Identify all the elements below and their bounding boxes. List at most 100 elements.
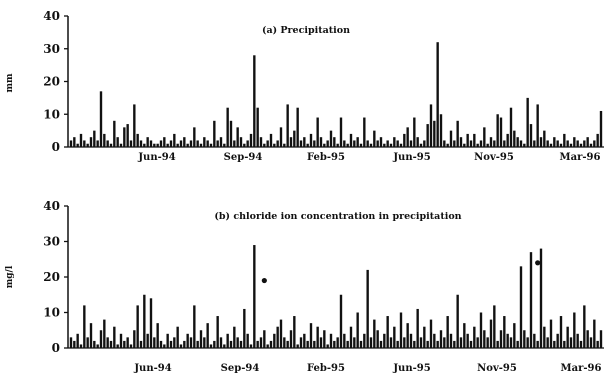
bar: [583, 305, 586, 348]
bar: [283, 143, 286, 147]
bar: [503, 316, 506, 348]
bar: [536, 104, 539, 147]
bar: [596, 133, 599, 147]
bar: [189, 337, 193, 348]
bar: [303, 137, 306, 147]
bar: [569, 143, 573, 147]
bar: [559, 316, 563, 348]
bar: [413, 117, 416, 147]
bar: [163, 137, 166, 147]
bar: [513, 130, 516, 148]
bar: [506, 333, 509, 348]
bar: [319, 337, 323, 348]
bar: [159, 340, 163, 348]
bar: [203, 337, 206, 348]
bar: [196, 140, 199, 147]
bar: [593, 140, 596, 147]
bar: [293, 316, 296, 348]
bar: [349, 326, 353, 348]
bar: [449, 130, 453, 148]
bar: [149, 140, 153, 147]
bar: [73, 137, 76, 147]
bar: [96, 140, 99, 147]
bar: [343, 140, 346, 147]
bar: [403, 133, 406, 147]
bar: [79, 133, 83, 147]
x-tick-label: Jun-95: [392, 152, 430, 163]
bar: [263, 330, 266, 348]
bar: [176, 143, 179, 147]
bar: [123, 340, 126, 348]
bar: [159, 140, 163, 147]
bar: [203, 137, 206, 147]
bar: [463, 323, 466, 348]
bar: [256, 107, 259, 147]
bar: [406, 323, 409, 348]
bar: [106, 140, 109, 147]
bar: [413, 340, 416, 348]
bar: [579, 143, 583, 147]
bar: [243, 143, 246, 147]
bar: [299, 140, 303, 147]
bar: [376, 330, 379, 348]
bar: [476, 337, 479, 348]
bar: [486, 337, 489, 348]
bar: [259, 337, 263, 348]
bar: [76, 143, 79, 147]
bar: [209, 143, 213, 147]
bar: [389, 143, 393, 147]
bar: [279, 127, 283, 147]
bar: [483, 127, 486, 147]
bar: [103, 133, 106, 147]
bar: [553, 340, 556, 348]
bar: [133, 330, 136, 348]
bar: [119, 333, 123, 348]
bar: [286, 104, 289, 147]
bar: [129, 344, 133, 348]
bar: [546, 337, 549, 348]
bar: [333, 340, 336, 348]
bar: [169, 340, 173, 348]
bar: [599, 110, 603, 147]
bar: [316, 326, 319, 348]
bar: [369, 337, 373, 348]
bar: [386, 140, 389, 147]
bar: [236, 127, 239, 147]
bar: [126, 124, 129, 147]
bar: [316, 117, 319, 147]
bar: [356, 312, 359, 348]
bar: [599, 330, 603, 348]
bar: [173, 133, 176, 147]
bar: [426, 124, 429, 147]
bar: [539, 248, 543, 348]
bar: [449, 333, 453, 348]
bar: [296, 344, 299, 348]
bar: [276, 326, 279, 348]
bar: [196, 340, 199, 348]
bar: [229, 340, 233, 348]
x-tick-label: Jun-94: [133, 363, 171, 374]
bar: [366, 269, 369, 348]
bar: [423, 140, 426, 147]
bar: [119, 143, 123, 147]
bar: [589, 337, 593, 348]
bar: [269, 340, 273, 348]
bar: [366, 140, 369, 147]
bar: [496, 114, 499, 147]
bar: [259, 137, 263, 147]
bar: [353, 337, 356, 348]
bar: [249, 133, 253, 147]
bar: [149, 298, 153, 348]
bar: [576, 140, 579, 147]
bar: [419, 337, 423, 348]
bar: [69, 337, 73, 348]
bar: [96, 344, 99, 348]
bar: [423, 326, 426, 348]
bar: [156, 323, 159, 348]
bar: [393, 137, 396, 147]
x-tick-label: Feb-95: [307, 152, 345, 163]
bar: [543, 326, 546, 348]
bar: [103, 319, 106, 348]
bar: [563, 340, 566, 348]
bar: [126, 337, 129, 348]
